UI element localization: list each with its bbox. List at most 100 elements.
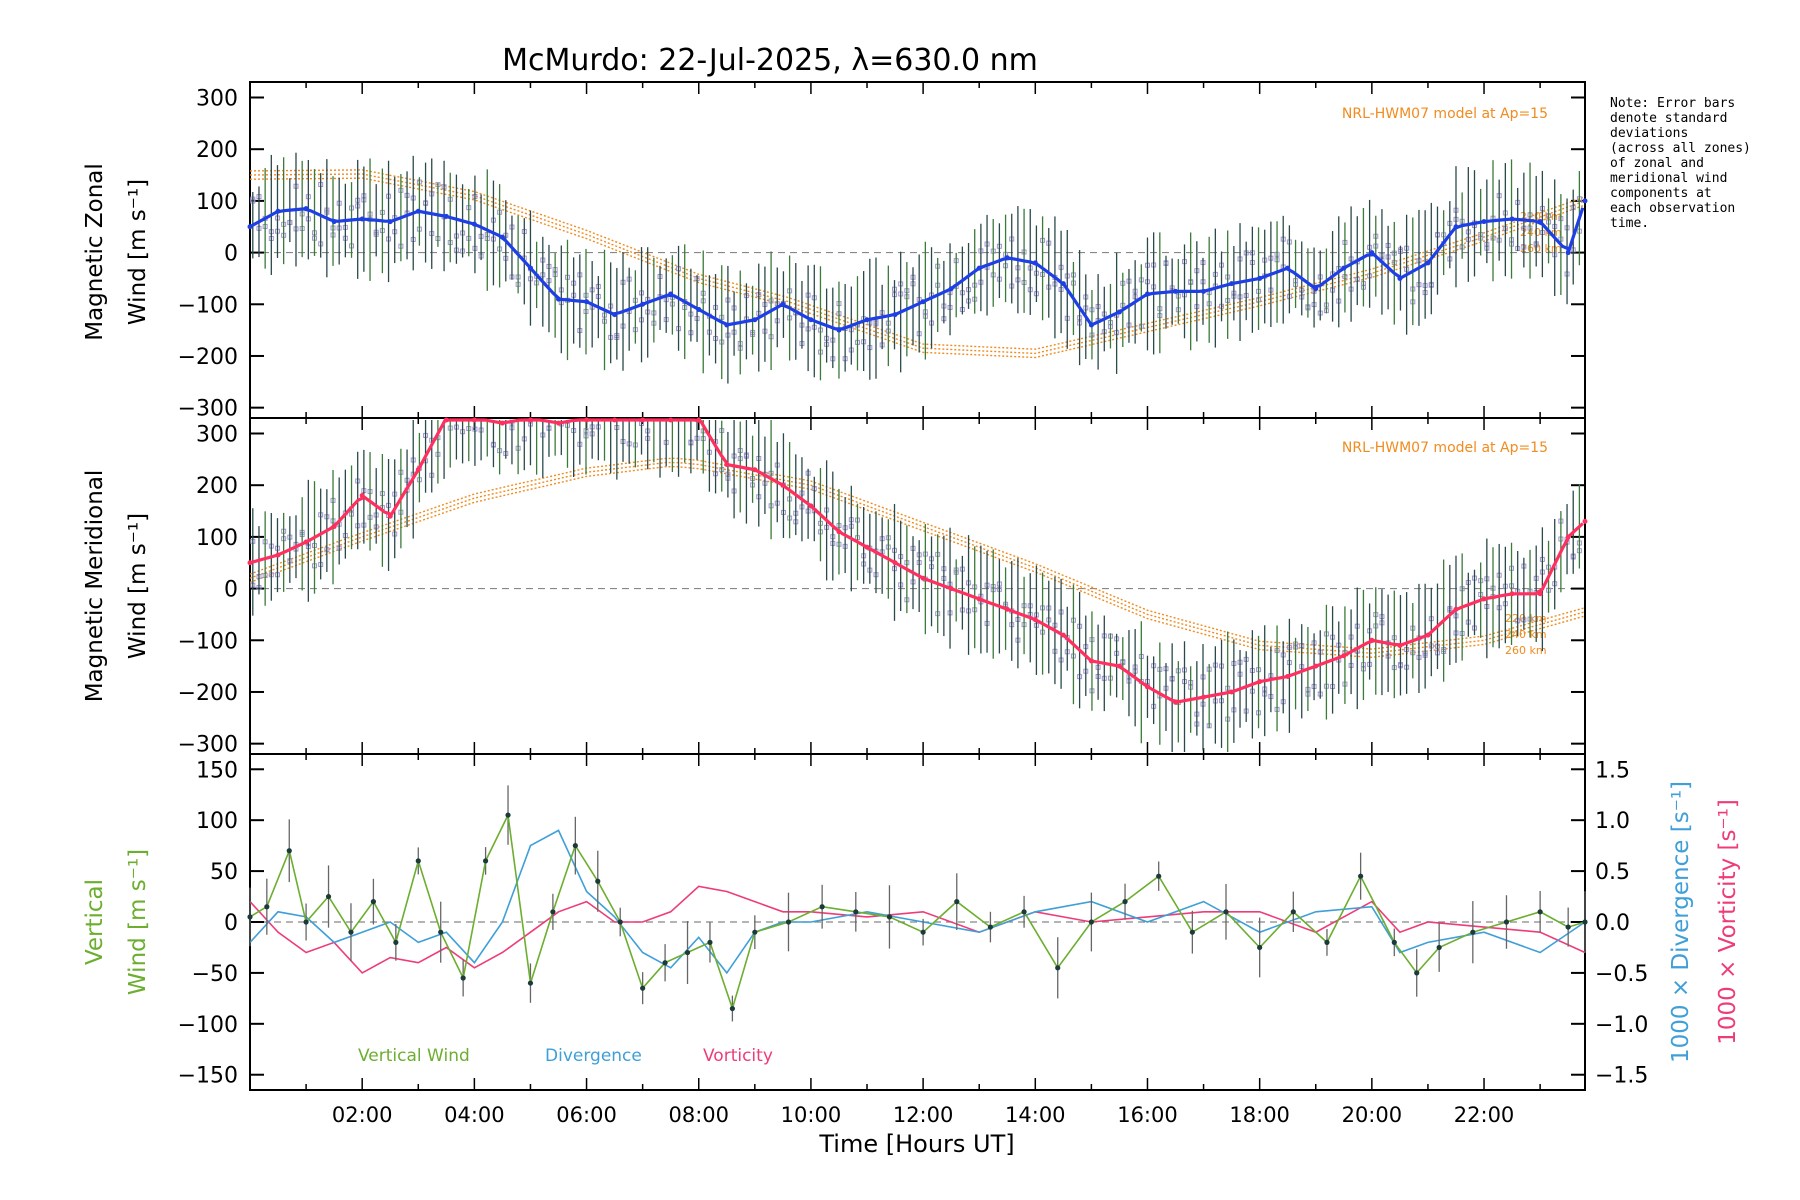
zonal-point-44 [1481, 219, 1487, 225]
meridional-point-10 [527, 417, 533, 423]
meridional-point-38 [1313, 663, 1319, 669]
zonal-point-29 [1060, 281, 1066, 287]
zonal-point-47 [1565, 250, 1571, 256]
vertical-wind-point-43 [1414, 970, 1420, 976]
note-text: Note: Error bars denote standard deviati… [1610, 96, 1751, 231]
vertical-wind-point-34 [1122, 899, 1128, 905]
zonal-point-2 [303, 206, 309, 212]
model-curve-1-2 [249, 457, 1586, 650]
meridional-model-label: NRL-HWM07 model at Ap=15 [1342, 440, 1548, 456]
zonal-point-43 [1453, 224, 1459, 230]
xtick-label-10: 22:00 [1454, 1103, 1515, 1127]
svg-text:Wind [m s⁻¹]: Wind [m s⁻¹] [125, 849, 151, 995]
zonal-point-31 [1116, 309, 1122, 315]
svg-text:260 km: 260 km [1505, 644, 1547, 657]
meridional-point-9 [499, 420, 505, 426]
zonal-point-27 [1004, 255, 1010, 261]
vertical-wind-point-36 [1189, 929, 1195, 935]
meridional-point-7 [443, 417, 449, 423]
vertical-wind-point-24 [785, 919, 792, 925]
vertical-wind-point-40 [1324, 939, 1330, 945]
svg-text:Wind [m s⁻¹]: Wind [m s⁻¹] [125, 513, 151, 659]
ytick-label-0-3: 0 [224, 242, 238, 267]
meridional-point-31 [1116, 663, 1122, 669]
zonal-point-16 [696, 306, 702, 312]
vertical-wind-point-6 [370, 899, 377, 905]
vertical-wind-point-10 [460, 975, 466, 981]
zonal-point-18 [752, 317, 758, 323]
vertical-wind-point-37 [1223, 909, 1229, 915]
xtick-label-9: 20:00 [1342, 1103, 1403, 1127]
meridional-point-23 [892, 560, 898, 566]
zonal-point-11 [556, 296, 562, 302]
meridional-point-37 [1285, 673, 1291, 679]
zonal-point-20 [808, 317, 814, 323]
meridional-point-30 [1088, 658, 1094, 664]
zonal-point-33 [1173, 288, 1179, 294]
svg-text:1000 × Divergence [s⁻¹]: 1000 × Divergence [s⁻¹] [1668, 781, 1694, 1063]
meridional-point-5 [387, 513, 393, 519]
meridional-point-45 [1509, 591, 1515, 597]
zonal-point-0 [247, 224, 253, 230]
zonal-point-23 [892, 312, 898, 318]
model-curve-0-2 [249, 169, 1586, 350]
zonal-point-34 [1201, 288, 1207, 294]
vertical-wind-point-41 [1358, 873, 1364, 879]
zonal-point-8 [471, 221, 477, 227]
meridional-point-22 [864, 544, 870, 550]
xtick-label-5: 12:00 [893, 1103, 954, 1127]
meridional-point-13 [612, 417, 618, 423]
vertical-wind-point-30 [987, 924, 994, 930]
y2tick-label-0: −1.5 [1595, 1064, 1648, 1089]
zonal-point-35 [1229, 281, 1235, 287]
meridional-point-2 [303, 539, 309, 545]
zonal-point-7 [443, 213, 449, 219]
vertical-wind-point-21 [707, 939, 713, 945]
zonal-model-label: NRL-HWM07 model at Ap=15 [1342, 106, 1548, 122]
meridional-point-27 [1004, 606, 1010, 612]
vertical-wind-point-29 [954, 899, 960, 905]
model-curve-1-0 [249, 465, 1586, 659]
zonal-point-45 [1509, 216, 1515, 222]
zonal-point-3 [331, 219, 337, 225]
y2tick-label-3: 0.0 [1595, 911, 1630, 936]
zonal-point-28 [1032, 260, 1038, 266]
meridional-point-21 [836, 529, 842, 535]
meridional-point-17 [724, 462, 730, 468]
meridional-point-15 [668, 417, 674, 423]
ytick-label-2-2: −50 [192, 962, 238, 987]
meridional-point-8 [471, 417, 477, 423]
vertical-wind-point-4 [325, 893, 332, 900]
vertical-wind-point-46 [1503, 919, 1510, 925]
vertical-wind-point-39 [1290, 909, 1296, 915]
vertical-wind-point-17 [617, 919, 623, 925]
meridional-point-4 [359, 493, 365, 499]
y2tick-label-2: −0.5 [1595, 962, 1648, 987]
ytick-label-1-2: −100 [178, 629, 238, 654]
ytick-label-0-1: −200 [178, 345, 238, 370]
meridional-point-39 [1341, 653, 1347, 659]
meridional-point-14 [640, 417, 646, 423]
ytick-label-1-0: −300 [178, 733, 238, 758]
vertical-wind-point-11 [482, 858, 489, 864]
zonal-point-46 [1537, 219, 1543, 225]
zonal-point-40 [1369, 250, 1375, 256]
legend-vorticity: Vorticity [703, 1046, 773, 1066]
meridional-panel-frame [249, 417, 1586, 755]
vertical-wind-point-20 [684, 949, 691, 956]
meridional-point-34 [1201, 694, 1207, 700]
zonal-point-1 [275, 208, 281, 214]
vertical-wind-point-15 [572, 843, 578, 849]
zonal-ylabel: Magnetic Zonal Wind [m s⁻¹] [82, 163, 151, 341]
divergence-line [249, 829, 1586, 975]
xtick-label-8: 18:00 [1229, 1103, 1290, 1127]
meridional-point-16 [696, 417, 702, 423]
model-curve-1-1 [249, 461, 1586, 654]
zonal-point-32 [1144, 291, 1150, 297]
meridional-point-11 [556, 420, 562, 426]
ytick-label-2-0: −150 [178, 1064, 238, 1089]
meridional-point-36 [1257, 679, 1263, 685]
zonal-point-37 [1285, 265, 1291, 271]
ytick-label-1-1: −200 [178, 681, 238, 706]
